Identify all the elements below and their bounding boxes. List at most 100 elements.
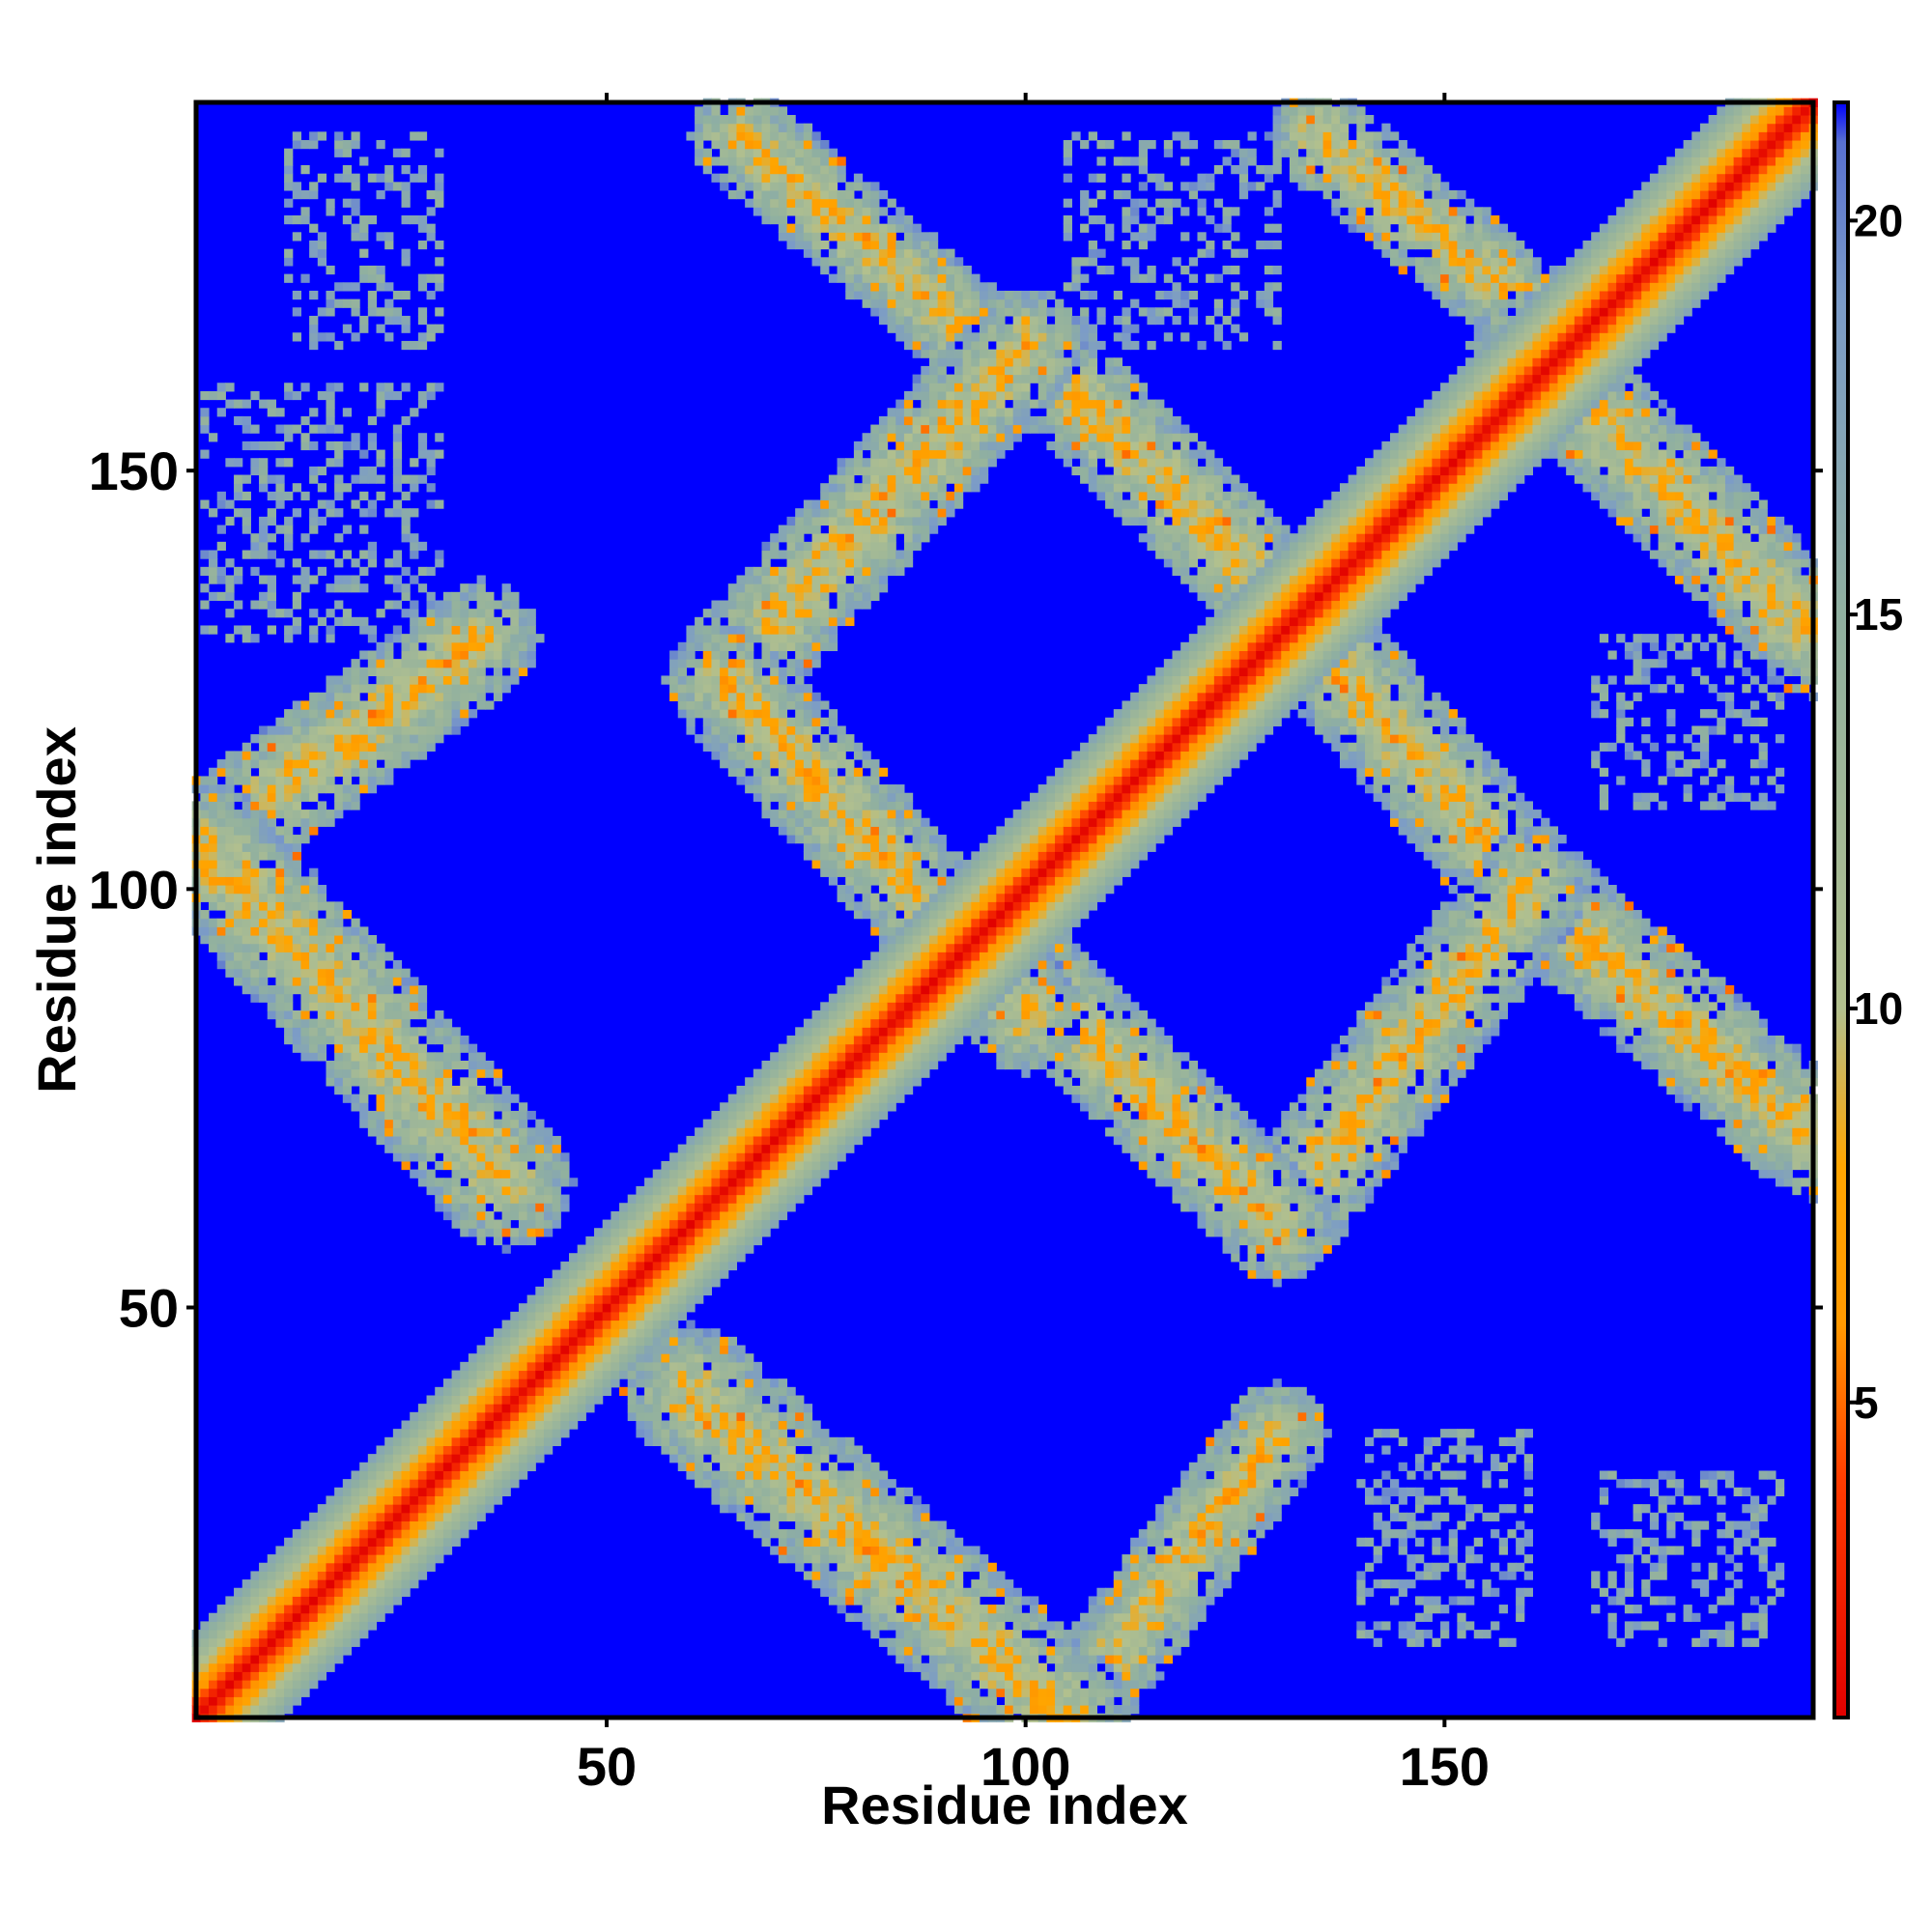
heatmap-cell bbox=[200, 1662, 210, 1672]
heatmap-cell bbox=[392, 717, 403, 726]
heatmap-cell bbox=[334, 1596, 344, 1605]
heatmap-cell bbox=[225, 918, 235, 927]
heatmap-cell bbox=[417, 1152, 428, 1162]
heatmap-cell bbox=[384, 282, 394, 292]
heatmap-cell bbox=[795, 566, 805, 577]
heatmap-cell bbox=[720, 1127, 729, 1137]
heatmap-cell bbox=[401, 667, 411, 677]
heatmap-cell bbox=[468, 1353, 478, 1363]
heatmap-cell bbox=[535, 1219, 545, 1229]
heatmap-cell bbox=[317, 984, 327, 995]
heatmap-cell bbox=[837, 1068, 846, 1078]
heatmap-cell bbox=[845, 835, 855, 844]
heatmap-cell bbox=[778, 1135, 788, 1146]
heatmap-cell bbox=[795, 1068, 805, 1078]
heatmap-cell bbox=[526, 1210, 536, 1221]
heatmap-cell bbox=[234, 867, 243, 877]
heatmap-cell bbox=[745, 734, 754, 744]
heatmap-cell bbox=[451, 709, 461, 719]
heatmap-cell bbox=[828, 1043, 838, 1053]
heatmap-cell bbox=[426, 1178, 436, 1187]
heatmap-cell bbox=[250, 1621, 260, 1631]
heatmap-cell bbox=[720, 1203, 729, 1212]
heatmap-cell bbox=[225, 1688, 235, 1697]
heatmap-cell bbox=[426, 1445, 436, 1455]
heatmap-cell bbox=[292, 591, 301, 602]
heatmap-cell bbox=[862, 566, 871, 577]
heatmap-cell bbox=[225, 943, 235, 952]
heatmap-cell bbox=[451, 700, 461, 710]
heatmap-cell bbox=[351, 307, 360, 317]
heatmap-cell bbox=[250, 784, 260, 794]
heatmap-cell bbox=[410, 742, 419, 752]
heatmap-cell bbox=[275, 984, 285, 995]
heatmap-cell bbox=[384, 1587, 394, 1597]
heatmap-cell bbox=[234, 1587, 243, 1597]
heatmap-cell bbox=[845, 1035, 855, 1045]
heatmap-cell bbox=[853, 860, 864, 869]
heatmap-cell bbox=[234, 901, 243, 911]
heatmap-cell bbox=[518, 1386, 528, 1397]
heatmap-cell bbox=[284, 960, 294, 970]
heatmap-cell bbox=[300, 784, 310, 794]
heatmap-cell bbox=[317, 1546, 327, 1555]
heatmap-cell bbox=[686, 1454, 696, 1463]
heatmap-cell bbox=[401, 148, 411, 157]
heatmap-cell bbox=[845, 1144, 855, 1153]
heatmap-cell bbox=[695, 634, 704, 643]
heatmap-cell bbox=[585, 1261, 595, 1271]
heatmap-cell bbox=[309, 926, 319, 936]
heatmap-cell bbox=[778, 725, 788, 735]
heatmap-cell bbox=[493, 1152, 503, 1162]
heatmap-cell bbox=[560, 1269, 570, 1279]
heatmap-cell bbox=[501, 634, 511, 643]
heatmap-cell bbox=[359, 1546, 369, 1555]
heatmap-cell bbox=[786, 1060, 796, 1070]
heatmap-cell bbox=[720, 1144, 729, 1153]
heatmap-cell bbox=[594, 1353, 604, 1363]
heatmap-cell bbox=[669, 1370, 679, 1379]
heatmap-cell bbox=[300, 1630, 310, 1639]
heatmap-cell bbox=[677, 1328, 687, 1338]
heatmap-cell bbox=[828, 609, 838, 618]
heatmap-cell bbox=[602, 1361, 611, 1372]
heatmap-cell bbox=[342, 1052, 353, 1062]
heatmap-cell bbox=[334, 1571, 344, 1580]
heatmap-cell bbox=[770, 207, 780, 216]
heatmap-cell bbox=[392, 692, 403, 701]
heatmap-cell bbox=[720, 1152, 729, 1162]
heatmap-cell bbox=[267, 583, 276, 593]
heatmap-cell bbox=[417, 1454, 428, 1463]
heatmap-cell bbox=[636, 1228, 645, 1237]
heatmap-cell bbox=[392, 1102, 403, 1112]
heatmap-cell bbox=[644, 1436, 654, 1447]
heatmap-cell bbox=[720, 1504, 729, 1514]
heatmap-cell bbox=[778, 692, 788, 701]
heatmap-cell bbox=[820, 1479, 830, 1489]
heatmap-cell bbox=[778, 1529, 788, 1539]
heatmap-cell bbox=[526, 1454, 536, 1463]
heatmap-cell bbox=[476, 1445, 486, 1455]
heatmap-cell bbox=[786, 1470, 796, 1480]
heatmap-cell bbox=[786, 182, 796, 191]
heatmap-cell bbox=[720, 675, 729, 685]
heatmap-cell bbox=[485, 659, 495, 668]
heatmap-cell bbox=[284, 968, 294, 978]
heatmap-cell bbox=[820, 591, 830, 602]
heatmap-cell bbox=[351, 667, 360, 677]
heatmap-cell bbox=[811, 1009, 821, 1020]
heatmap-cell bbox=[778, 675, 788, 685]
heatmap-cell bbox=[543, 1386, 554, 1397]
heatmap-cell bbox=[652, 1411, 662, 1422]
heatmap-cell bbox=[585, 1286, 595, 1296]
heatmap-cell bbox=[442, 1436, 453, 1447]
heatmap-cell bbox=[426, 1529, 436, 1539]
heatmap-cell bbox=[845, 885, 855, 895]
heatmap-cell bbox=[493, 1404, 503, 1413]
heatmap-cell bbox=[526, 634, 536, 643]
heatmap-cell bbox=[736, 1135, 746, 1146]
heatmap-cell bbox=[267, 1571, 276, 1580]
heatmap-cell bbox=[736, 1160, 746, 1171]
heatmap-cell bbox=[376, 458, 385, 468]
heatmap-cell bbox=[317, 1554, 327, 1564]
